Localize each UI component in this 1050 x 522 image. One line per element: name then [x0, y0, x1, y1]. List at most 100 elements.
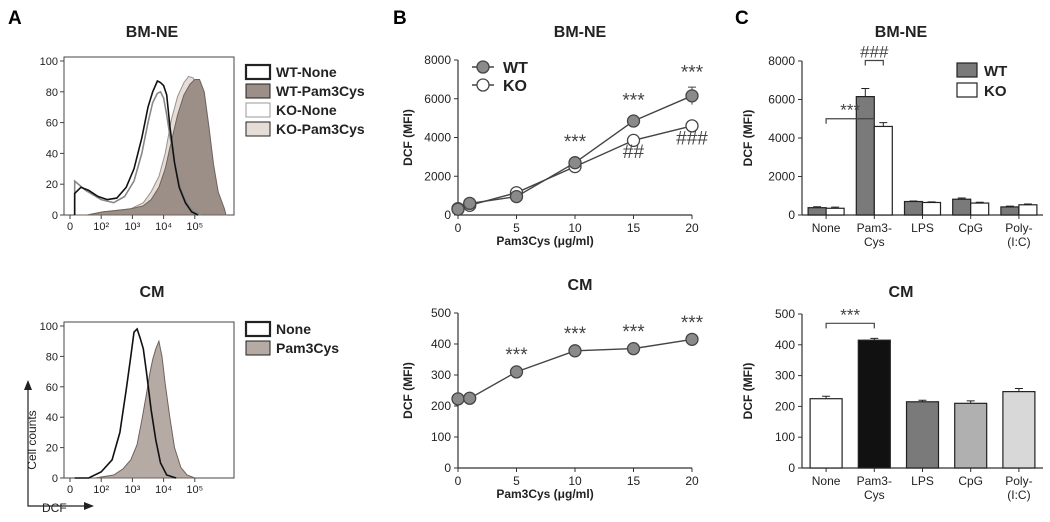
y-tick-label: 20	[46, 443, 58, 455]
y-tick-label: 8000	[424, 53, 451, 67]
bar	[857, 339, 891, 469]
error-bar	[831, 206, 840, 209]
category-label: Pam3-	[857, 474, 892, 488]
data-point	[451, 202, 465, 216]
x-tick-label: 15	[627, 474, 641, 488]
y-tick-label: 6000	[768, 93, 795, 107]
category-label: Poly-	[1005, 474, 1032, 488]
y-tick-label: 0	[444, 461, 451, 475]
histogram-bmne: BM-NE 0 20 40 60 80 100 0 10² 10³ 10⁴ 10⁵ WT-None WT-…	[40, 24, 365, 233]
bar-chart-bmne: BM-NE 0 2000 4000 6000 8000 DCF (MFI) None Pam3-…	[741, 24, 1043, 249]
legend-swatch	[245, 83, 271, 99]
chart-title: CM	[889, 284, 914, 301]
legend-label: KO	[984, 83, 1007, 100]
y-axis-label: DCF (MFI)	[741, 363, 755, 420]
legend-swatch	[245, 340, 271, 356]
y-tick-label: 80	[46, 351, 58, 363]
error-bar	[909, 200, 918, 202]
error-bar	[966, 400, 975, 404]
data-point	[685, 332, 699, 347]
significance-mark: ***	[840, 305, 860, 324]
data-point	[509, 189, 524, 204]
x-tick-label: 10²	[93, 484, 109, 496]
error-bar	[957, 197, 966, 200]
category-label: CpG	[958, 474, 983, 488]
legend-label: WT-Pam3Cys	[276, 83, 365, 99]
y-tick-label: 100	[40, 56, 58, 68]
y-tick-label: 80	[46, 87, 58, 99]
bar	[825, 207, 845, 216]
legend-label: WT	[503, 60, 528, 77]
y-axis-label: DCF (MFI)	[401, 109, 415, 166]
legend-label: WT	[984, 63, 1007, 80]
significance-mark: ***	[840, 101, 860, 120]
x-tick-label: 10	[568, 221, 582, 235]
x-tick-label: 10⁴	[155, 484, 172, 496]
x-tick-label: 0	[455, 221, 462, 235]
histogram-series-wt-pam3cys	[74, 79, 227, 216]
data-point	[685, 119, 699, 133]
y-tick-label: 6000	[424, 92, 451, 106]
chart-title: BM-NE	[554, 24, 607, 41]
x-tick-label: 10³	[124, 484, 140, 496]
category-label: Poly-	[1005, 221, 1032, 235]
y-tick-label: 300	[775, 369, 795, 383]
significance-mark: ###	[860, 43, 889, 62]
legend-swatch	[245, 121, 271, 137]
y-tick-label: 0	[52, 210, 58, 222]
histogram-series-pam3cys	[74, 339, 195, 479]
error-bar	[870, 337, 879, 341]
data-point	[568, 344, 582, 358]
line-chart-cm: CM 0 100 200 300 400 500 0 5 10 15 20 Pam3Cys (μg/ml…	[401, 277, 704, 501]
y-tick-label: 2000	[768, 170, 795, 184]
x-tick-label: 20	[685, 474, 699, 488]
y-tick-label: 4000	[424, 131, 451, 145]
y-arrow-head	[24, 380, 32, 390]
significance-bracket	[864, 59, 884, 66]
y-axis-label: Cell counts	[25, 410, 39, 469]
error-bar	[1014, 388, 1023, 392]
y-tick-label: 0	[444, 208, 451, 222]
y-tick-label: 20	[46, 179, 58, 191]
bar	[970, 202, 990, 216]
bar	[952, 198, 972, 216]
y-tick-label: 40	[46, 412, 58, 424]
y-tick-label: 60	[46, 382, 58, 394]
legend-label: KO-Pam3Cys	[276, 121, 365, 137]
legend-label: KO	[503, 78, 527, 95]
y-tick-label: 2000	[424, 169, 451, 183]
legend-swatch	[244, 320, 272, 338]
y-tick-label: 4000	[768, 131, 795, 145]
error-bar	[813, 206, 822, 208]
chart-title: CM	[140, 284, 165, 301]
significance-mark: ***	[564, 132, 587, 153]
y-tick-label: 200	[431, 399, 451, 413]
bar	[905, 401, 940, 469]
y-axis-label: DCF (MFI)	[401, 362, 415, 419]
error-bar	[861, 88, 870, 97]
y-tick-label: 100	[431, 430, 451, 444]
error-bar	[975, 201, 984, 204]
error-bar	[1005, 205, 1014, 207]
error-bar	[822, 395, 831, 399]
bar	[873, 125, 893, 216]
category-label: Cys	[864, 488, 885, 502]
legend-swatch	[956, 62, 978, 78]
y-tick-label: 100	[40, 321, 58, 333]
x-tick-label: 5	[513, 474, 520, 488]
category-label: LPS	[911, 474, 934, 488]
panel-label-a: A	[8, 8, 22, 29]
category-label: (I:C)	[1007, 488, 1030, 502]
significance-bracket	[825, 118, 875, 124]
category-label: Pam3-	[857, 221, 892, 235]
chart-title: BM-NE	[126, 24, 179, 41]
y-tick-label: 40	[46, 148, 58, 160]
panel-label-b: B	[393, 8, 407, 29]
significance-mark: ##	[623, 142, 645, 163]
chart-title: BM-NE	[875, 24, 928, 41]
histogram-series-none	[74, 327, 177, 479]
category-label: CpG	[958, 221, 983, 235]
x-tick-label: 5	[513, 221, 520, 235]
category-label: LPS	[911, 221, 934, 235]
